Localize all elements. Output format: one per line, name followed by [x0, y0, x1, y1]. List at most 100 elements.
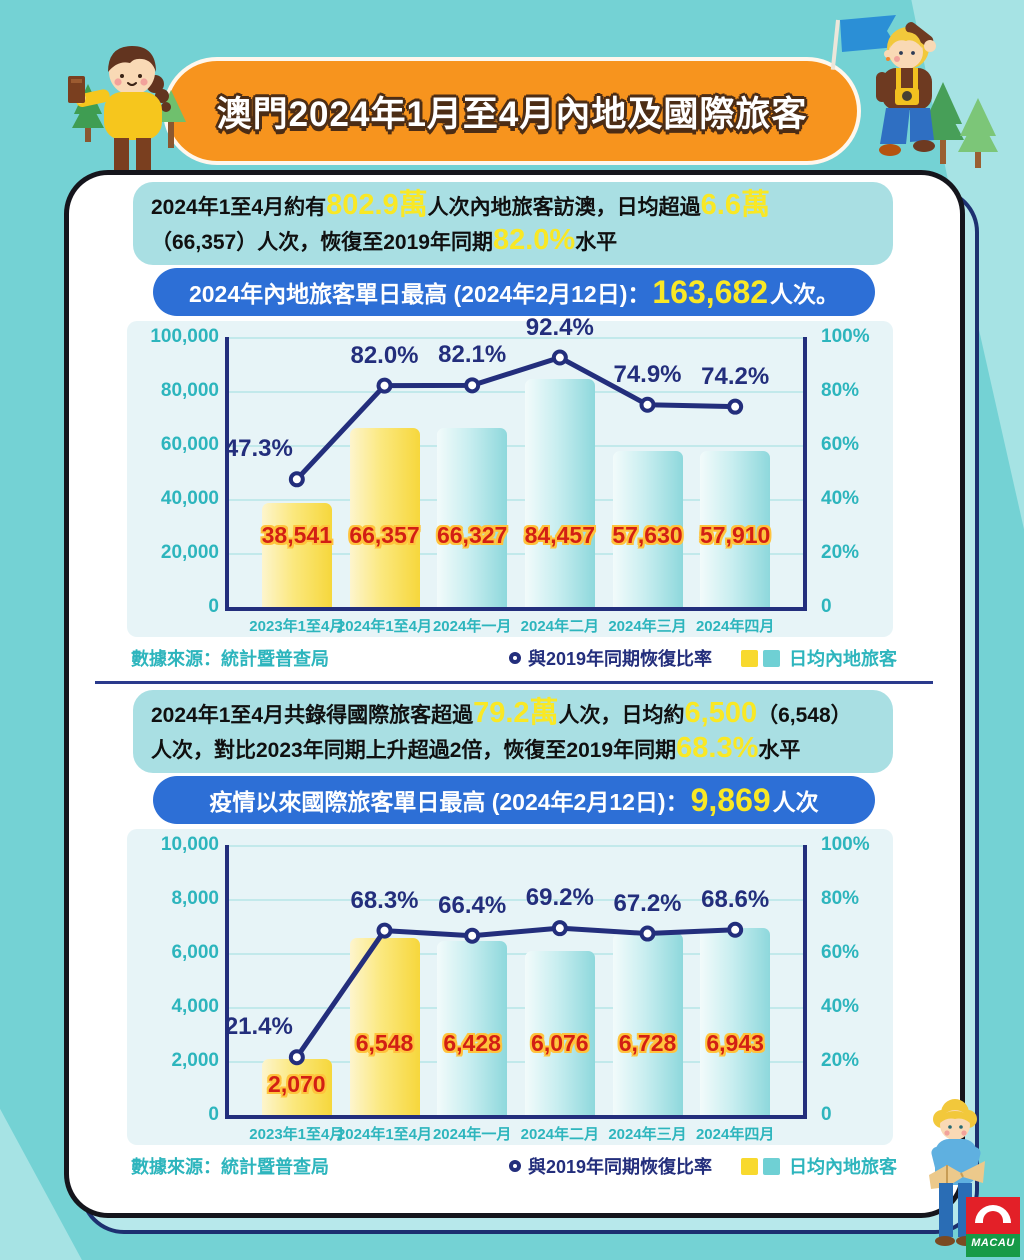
- y-tick-label: 60%: [821, 434, 860, 455]
- recovery-rate-label: 69.2%: [525, 884, 594, 912]
- y-tick-label: 0: [208, 596, 219, 617]
- left-axis-line: [225, 845, 229, 1119]
- bar: [700, 450, 771, 607]
- x-tick-label: 2024年三月: [608, 1126, 687, 1143]
- recovery-rate-label: 47.3%: [224, 435, 293, 463]
- highlight-value: 68.3%: [676, 732, 759, 764]
- line-marker: [464, 377, 481, 394]
- girl-tourist-illustration: [42, 32, 192, 172]
- recovery-rate-label: 74.9%: [613, 360, 682, 388]
- bar: [612, 933, 683, 1115]
- yellow-bar-swatch-icon: [741, 1157, 758, 1175]
- teal-bar-swatch-icon: [763, 1157, 780, 1175]
- line-marker: [464, 927, 481, 944]
- gridline: [229, 445, 803, 447]
- y-tick-label: 10,000: [160, 834, 219, 855]
- recovery-rate-label: 68.6%: [701, 885, 770, 913]
- bar: [524, 378, 595, 607]
- y-tick-label: 100%: [821, 326, 870, 347]
- y-tick-label: 2,000: [171, 1050, 219, 1071]
- y-tick-label: 100,000: [150, 326, 219, 347]
- line-marker: [551, 349, 568, 366]
- bottom-axis-line: [225, 1115, 807, 1119]
- gridline: [229, 1061, 803, 1063]
- girl-figure: [68, 46, 171, 172]
- text-segment: 2024年1至4月約有: [151, 196, 327, 219]
- gridline: [229, 845, 803, 847]
- y-tick-label: 0: [821, 596, 832, 617]
- line-marker: [727, 398, 744, 415]
- y-tick-label: 40%: [821, 488, 860, 509]
- line-marker: [376, 922, 393, 939]
- line-marker-icon: [509, 1160, 521, 1172]
- recovery-rate-line: [288, 920, 744, 1066]
- gridline: [229, 1007, 803, 1009]
- gridline: [229, 391, 803, 393]
- y-tick-label: 40%: [821, 996, 860, 1017]
- chart-footer: 數據來源：統計暨普查局 與2019年同期恢復比率 日均內地旅客: [131, 643, 897, 669]
- line-marker: [639, 925, 656, 942]
- tree-icon: [958, 98, 998, 168]
- logo-wordmark: MACAU: [971, 1237, 1015, 1249]
- x-tick-label: 2023年1至4月: [249, 618, 345, 635]
- gridline: [229, 553, 803, 555]
- text-segment: 疫情以來國際旅客單日最高 (2024年2月12日)：: [209, 789, 689, 815]
- boy-figure: [876, 22, 936, 156]
- text-segment: 人次。: [770, 281, 840, 307]
- bar: [437, 427, 508, 607]
- y-tick-label: 40,000: [160, 488, 219, 509]
- flag-icon: [830, 15, 897, 70]
- plot-area: 38,541 66,357 66,327 84,457 57,630 57,910 47.3…: [225, 314, 807, 611]
- yellow-bar-swatch-icon: [741, 649, 758, 667]
- y-tick-label: 60,000: [160, 434, 219, 455]
- y-tick-label: 80%: [821, 888, 860, 909]
- chart-footer: 數據來源：統計暨普查局 與2019年同期恢復比率 日均內地旅客: [131, 1151, 897, 1177]
- legend-daily-visitors: 日均內地旅客: [741, 645, 897, 671]
- girl-tourist-art: [68, 46, 186, 172]
- y-axis-right: 100% 80% 60% 40% 20% 0: [821, 326, 891, 617]
- line-marker: [376, 377, 393, 394]
- bar: [524, 950, 595, 1115]
- line-marker: [551, 920, 568, 937]
- text-segment: 2024年1至4月共錄得國際旅客超過: [151, 704, 474, 727]
- x-axis: 2023年1至4月 2024年1至4月 2024年一月 2024年二月 2024年三月 2…: [229, 1123, 803, 1143]
- y-tick-label: 20%: [821, 542, 860, 563]
- bar: [612, 451, 683, 607]
- y-tick-label: 100%: [821, 834, 870, 855]
- highlight-value: 6,500: [684, 697, 758, 729]
- y-tick-label: 4,000: [171, 996, 219, 1017]
- text-segment: 人次內地旅客訪澳，日均超過: [427, 196, 701, 219]
- boy-tourist-illustration: [822, 12, 1002, 170]
- right-axis-line: [803, 337, 807, 611]
- y-tick-label: 0: [821, 1104, 832, 1125]
- bottom-axis-line: [225, 607, 807, 611]
- boy-tourist-art: [830, 15, 998, 168]
- text-segment: （6,548）: [757, 704, 852, 727]
- y-tick-label: 60%: [821, 942, 860, 963]
- y-tick-label: 80%: [821, 380, 860, 401]
- bar-value-label: 6,428: [443, 1030, 501, 1057]
- y-tick-label: 20%: [821, 1050, 860, 1071]
- bar-value-label: 38,541: [261, 522, 332, 549]
- x-tick-label: 2024年四月: [695, 618, 775, 635]
- bar-value-label: 57,910: [699, 522, 771, 549]
- teal-bar-swatch-icon: [763, 649, 780, 667]
- map-reader-art: [929, 1099, 985, 1246]
- y-tick-label: 6,000: [171, 942, 219, 963]
- bar-value-label: 57,630: [612, 522, 683, 549]
- highlight-value: 163,682: [652, 273, 769, 310]
- bar-value-label: 6,548: [355, 1030, 414, 1057]
- recovery-rate-label: 67.2%: [613, 889, 682, 917]
- title-banner: 澳門2024年1月至4月內地及國際旅客: [163, 57, 861, 165]
- gridline: [229, 499, 803, 501]
- highlight-value: 6.6萬: [700, 189, 770, 221]
- line-marker: [288, 1049, 305, 1066]
- recovery-rate-line: [288, 349, 744, 488]
- highlight-value: 802.9萬: [326, 189, 428, 221]
- highlight-value: 79.2萬: [473, 697, 559, 729]
- line-marker-icon: [509, 652, 521, 664]
- y-tick-label: 0: [208, 1104, 219, 1125]
- text-segment: 人次，日均約: [558, 704, 685, 727]
- x-tick-label: 2024年一月: [432, 618, 512, 635]
- right-axis-line: [803, 845, 807, 1119]
